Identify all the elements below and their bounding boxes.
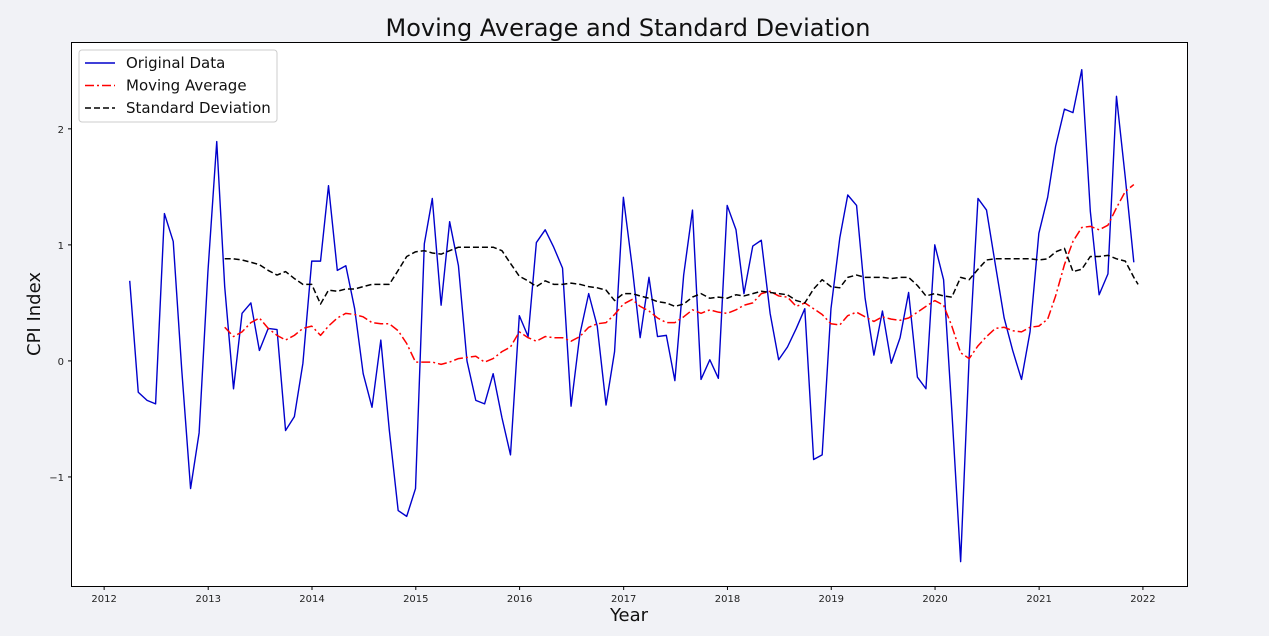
x-axis-label: Year bbox=[609, 605, 649, 626]
x-tick-label: 2014 bbox=[299, 594, 324, 605]
legend: Original Data Moving Average Standard Devi… bbox=[78, 49, 278, 123]
plot-area bbox=[71, 42, 1188, 587]
series-line-original-data bbox=[129, 68, 1135, 563]
x-tick-label: 2013 bbox=[195, 594, 220, 605]
x-tick-label: 2012 bbox=[91, 594, 116, 605]
x-tick-label: 2021 bbox=[1026, 594, 1051, 605]
y-tick-label: −1 bbox=[49, 473, 64, 484]
y-axis-ticks: −1 0 1 2 bbox=[49, 125, 72, 484]
x-axis-ticks: 2012 2013 2014 2015 2016 2017 2018 2019 2020 2021… bbox=[91, 586, 1156, 605]
series-line-standard-deviation bbox=[224, 246, 1139, 308]
series-line-moving-average bbox=[224, 183, 1135, 366]
y-tick-label: 2 bbox=[58, 125, 64, 136]
x-tick-label: 2022 bbox=[1130, 594, 1155, 605]
y-axis-label: CPI Index bbox=[24, 272, 45, 356]
y-tick-label: 0 bbox=[58, 357, 64, 368]
y-tick-label: 1 bbox=[58, 241, 64, 252]
x-tick-label: 2018 bbox=[715, 594, 740, 605]
legend-box bbox=[78, 49, 278, 123]
x-tick-label: 2015 bbox=[403, 594, 428, 605]
x-tick-label: 2019 bbox=[819, 594, 844, 605]
x-tick-label: 2016 bbox=[507, 594, 532, 605]
x-tick-label: 2020 bbox=[922, 594, 947, 605]
x-tick-label: 2017 bbox=[611, 594, 636, 605]
chart-title: Moving Average and Standard Deviation bbox=[386, 14, 871, 42]
series-layer bbox=[129, 68, 1139, 563]
legend-label: Moving Average bbox=[126, 77, 247, 95]
legend-label: Standard Deviation bbox=[126, 99, 271, 117]
plot-frame bbox=[71, 42, 1188, 587]
legend-label: Original Data bbox=[126, 54, 225, 72]
